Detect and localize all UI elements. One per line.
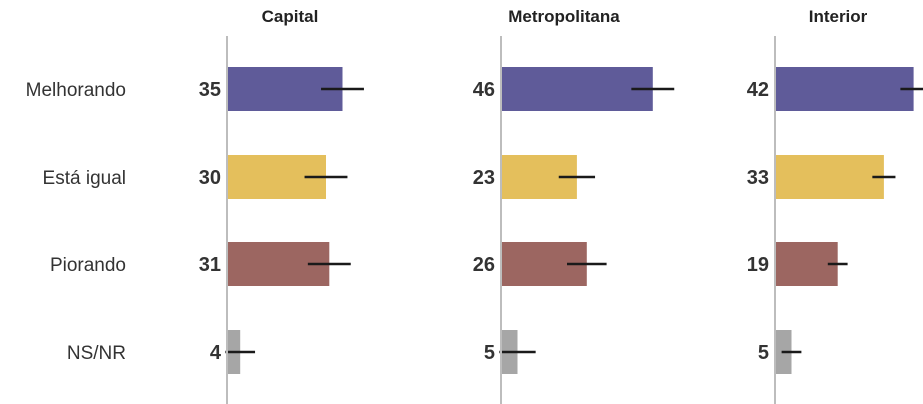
value-label: 4 bbox=[210, 342, 222, 364]
value-label: 30 bbox=[199, 167, 221, 189]
value-label: 33 bbox=[747, 167, 769, 189]
value-label: 42 bbox=[747, 79, 769, 101]
value-label: 26 bbox=[473, 254, 495, 276]
panel-title: Capital bbox=[262, 7, 319, 26]
value-label: 19 bbox=[747, 254, 769, 276]
category-label: Está igual bbox=[43, 168, 126, 189]
panel-title: Metropolitana bbox=[508, 7, 620, 26]
value-label: 5 bbox=[758, 342, 769, 364]
category-label: Melhorando bbox=[26, 80, 126, 101]
bar bbox=[775, 155, 884, 199]
bar bbox=[775, 242, 838, 286]
bar bbox=[501, 67, 653, 111]
value-label: 5 bbox=[484, 342, 495, 364]
category-label: NS/NR bbox=[67, 343, 126, 364]
panel-title: Interior bbox=[809, 7, 868, 26]
value-label: 46 bbox=[473, 79, 495, 101]
bar bbox=[775, 67, 914, 111]
value-label: 35 bbox=[199, 79, 221, 101]
value-label: 23 bbox=[473, 167, 495, 189]
value-label: 31 bbox=[199, 254, 221, 276]
category-label: Piorando bbox=[50, 255, 126, 276]
